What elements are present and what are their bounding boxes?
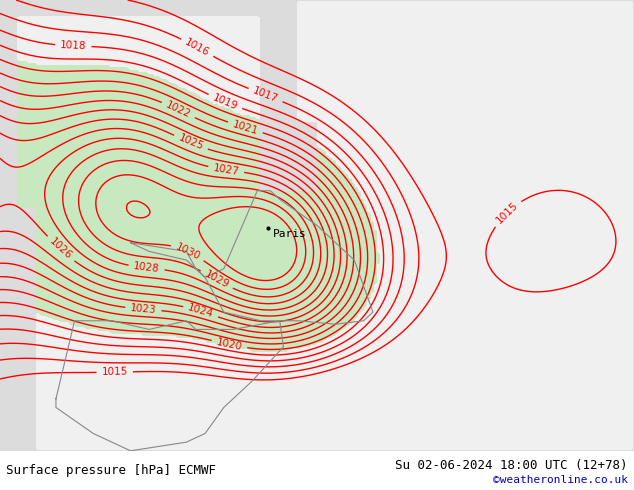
Text: 1023: 1023	[130, 303, 157, 315]
Text: 1019: 1019	[211, 92, 239, 112]
Text: 1020: 1020	[216, 337, 243, 352]
Text: Surface pressure [hPa] ECMWF: Surface pressure [hPa] ECMWF	[6, 464, 216, 477]
Text: 1022: 1022	[164, 100, 193, 120]
Text: 1027: 1027	[212, 163, 240, 177]
Text: ©weatheronline.co.uk: ©weatheronline.co.uk	[493, 475, 628, 485]
Text: Su 02-06-2024 18:00 UTC (12+78): Su 02-06-2024 18:00 UTC (12+78)	[395, 459, 628, 472]
Text: 1017: 1017	[252, 86, 280, 104]
Text: 1021: 1021	[231, 119, 259, 136]
Text: 1025: 1025	[177, 133, 205, 152]
Text: Paris: Paris	[273, 229, 307, 239]
Text: 1015: 1015	[494, 200, 520, 226]
Text: 1018: 1018	[60, 40, 87, 51]
Text: 1026: 1026	[48, 237, 74, 262]
Text: 1028: 1028	[133, 261, 160, 274]
Text: 1030: 1030	[174, 242, 202, 262]
Text: 1016: 1016	[183, 37, 211, 58]
Text: 1024: 1024	[186, 303, 215, 320]
Text: 1029: 1029	[203, 269, 231, 291]
Text: 1015: 1015	[101, 367, 128, 377]
